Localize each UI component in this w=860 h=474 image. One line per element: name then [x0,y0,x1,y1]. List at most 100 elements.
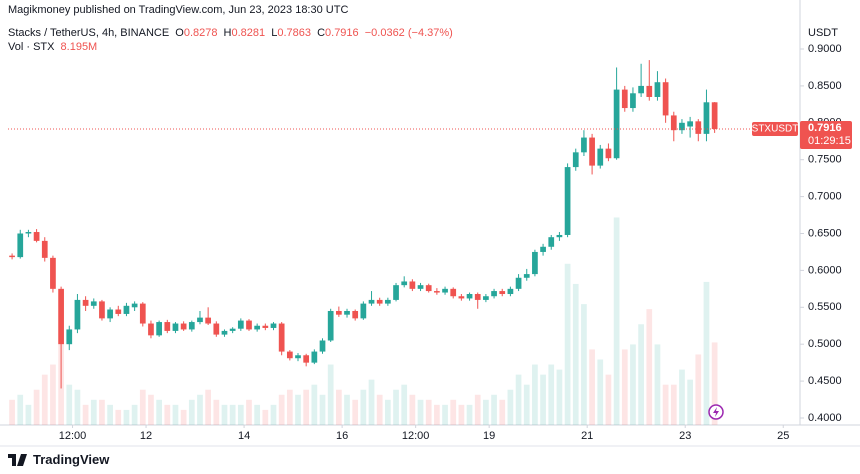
volume-bar [188,399,195,425]
ticker-label: STXUSDT [752,124,799,135]
candle-body [335,310,342,315]
candle-body [483,296,489,300]
volume-bar [385,399,391,425]
volume-bar [523,384,530,425]
legend-value: 0.8278 [183,27,218,39]
volume-bar [254,404,261,425]
volume-bar [507,389,514,425]
candle-body [515,277,522,289]
candle-body [491,291,497,297]
candle-body [393,285,399,300]
volume-bar [532,364,538,425]
logo [8,453,27,466]
volume-bar [107,404,113,425]
legend-label: C [317,27,326,39]
volume-bar [197,394,203,425]
candle-body [82,299,89,306]
volume-bar [66,384,73,425]
x-tick-label: 25 [777,430,789,442]
x-tick-label: 12:00 [59,430,87,442]
candle-body [311,351,318,363]
volume-bar [703,281,710,425]
candle-body [286,351,293,359]
candle-body [41,240,48,258]
candle-body [646,85,653,97]
volume-bar [401,384,408,425]
footer-brand: TradingView [8,452,109,467]
volume-bar [572,283,579,425]
volume-bar [670,384,677,425]
candle-body [115,309,122,314]
y-tick-label: 0.8500 [808,80,842,92]
candle-body [564,167,571,235]
volume-bar [466,404,473,425]
candle-body [221,330,228,335]
volume-bar [172,404,179,425]
volume-bar [99,399,105,425]
candle-body [278,323,285,352]
event-icon [708,404,724,420]
candle-body [572,152,579,168]
candle-body [630,93,636,109]
candle-body [352,310,359,319]
candle-body [450,288,457,297]
x-tick-label: 14 [238,430,250,442]
volume-bar [246,399,252,425]
volume-bar [376,394,383,425]
candle-body [360,303,367,319]
x-tick-label: 21 [581,430,593,442]
candle-body [172,323,179,331]
price-box [800,121,852,150]
candle-body [229,328,236,331]
candle-body [695,121,702,134]
candle-body [613,89,620,159]
volume-bar [82,404,89,425]
volume-bar [319,394,326,425]
volume-bar [662,384,669,425]
candle-body [368,299,375,304]
volume-bar [499,399,506,425]
candle-body [425,285,432,292]
volume-bar [278,394,285,425]
y-tick-label: 0.7000 [808,191,842,203]
ticker-box [752,122,798,137]
volume-bar [393,389,399,425]
candle-body [523,274,530,278]
volume-bar [229,404,236,425]
candle-body [131,303,138,308]
candle-body [679,122,685,131]
candle-body [401,281,408,286]
volume-bar [679,369,685,425]
legend-change: −0.0362 (−4.37%) [364,27,453,39]
volume-bar [630,344,636,425]
candle-body [344,310,350,315]
candle-body [205,317,212,324]
x-tick-label: 12 [140,430,152,442]
candle-body [417,285,424,289]
volume-bar [458,404,465,425]
volume-bar [90,399,97,425]
candle-body [654,82,661,97]
candle-body [303,355,310,363]
candle-body [466,294,473,299]
candle-body [385,299,391,304]
candle-body [376,299,383,304]
volume-bar [515,374,522,425]
volume-bar [286,389,293,425]
volume-bar [442,404,448,425]
volume-bar [213,399,220,425]
volume-bar [74,389,81,425]
volume-bar [139,389,146,425]
y-tick-label: 0.7500 [808,154,842,166]
volume-bar [360,389,367,425]
x-tick-label: 23 [679,430,691,442]
candle-body [270,323,277,328]
candle-body [711,102,718,130]
volume-bar [221,404,228,425]
x-tick-label: 16 [336,430,348,442]
candle-body [50,257,56,289]
candle-body [58,288,64,345]
legend: Stacks / TetherUS, 4h, BINANCE O0.8278 H… [8,27,456,39]
volume-bar [687,379,693,425]
